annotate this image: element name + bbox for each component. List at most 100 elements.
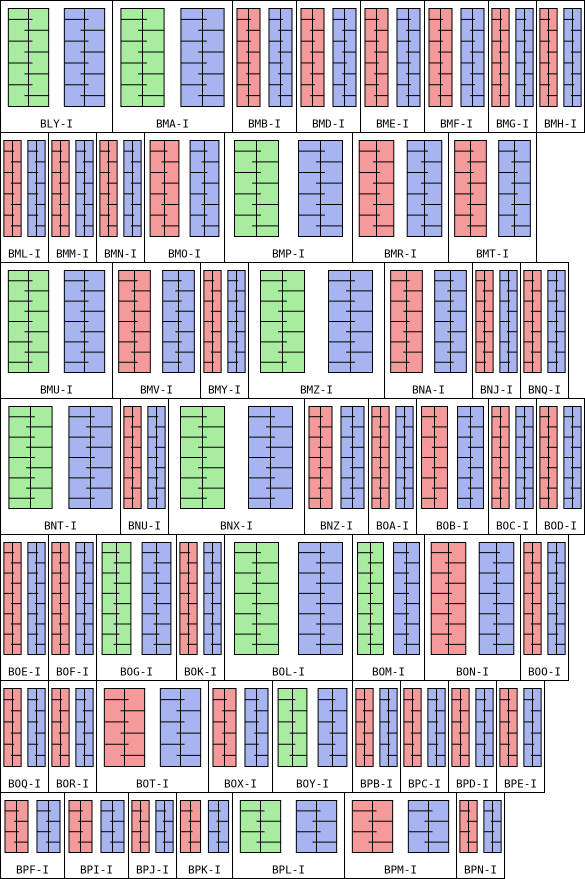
cell-label: BPJ-I [136,864,169,877]
structure-shape [27,140,46,237]
structure-shape [390,270,423,373]
structure-shape [36,800,61,853]
cell-label: BNU-I [128,520,161,533]
structure-shape [212,688,237,767]
cell-label: BNJ-I [480,384,513,397]
cell-label: BPB-I [360,778,393,791]
cell-label: BMZ-I [300,384,333,397]
structure-shape [332,8,357,107]
structure-shape [180,406,225,509]
cell-label: BMB-I [248,118,281,131]
structure-shape [68,406,113,509]
structure-shape [234,542,279,655]
structure-shape [75,542,94,655]
structure-shape [358,140,395,237]
structure-shape [234,140,279,237]
structure-shape [248,406,293,509]
structure-shape [406,140,443,237]
structure-shape [300,8,325,107]
structure-shape [459,800,478,853]
structure-shape [100,800,125,853]
structure-shape [155,800,174,853]
cell-label: BPN-I [464,864,497,877]
structure-shape [483,800,502,853]
structure-shape [491,8,510,107]
cell-label: BMD-I [312,118,345,131]
cell-label: BPC-I [408,778,441,791]
cell-label: BMH-I [544,118,577,131]
structure-shape [63,8,106,107]
structure-shape [430,542,467,655]
cell-label: BNX-I [220,520,253,533]
structure-shape [563,8,582,107]
structure-shape [407,800,450,853]
structure-shape [427,688,446,767]
cell-label: BMV-I [140,384,173,397]
structure-shape [244,688,269,767]
structure-shape [3,140,22,237]
cell-label: BOM-I [372,666,405,679]
structure-shape [260,270,305,373]
structure-shape [340,406,365,509]
cell-label: BPD-I [456,778,489,791]
cell-label: BPF-I [16,864,49,877]
structure-shape [460,8,485,107]
structure-shape [396,8,421,107]
cell-label: BNA-I [412,384,445,397]
structure-shape [51,542,70,655]
structure-shape [499,688,518,767]
cell-label: BOD-I [544,520,577,533]
cell-label: BMY-I [208,384,241,397]
structure-shape [298,542,343,655]
cell-label: BPE-I [504,778,537,791]
structure-shape [499,270,518,373]
structure-shape [475,270,494,373]
structure-shape [27,688,46,767]
structure-shape [63,270,106,373]
cell-label: BMO-I [168,248,201,261]
structure-shape [515,8,534,107]
cell-label: BMN-I [104,248,137,261]
structure-shape [328,270,373,373]
structure-shape [203,542,222,655]
structure-shape [395,406,414,509]
cell-label: BMA-I [156,118,189,131]
structure-shape [478,542,515,655]
cell-label: BOQ-I [8,778,41,791]
cell-label: BOB-I [436,520,469,533]
structure-shape [8,406,53,509]
structure-shape [147,406,166,509]
structure-shape [491,406,510,509]
cell-label: BME-I [376,118,409,131]
cell-label: BOO-I [528,666,561,679]
cell-label: BOR-I [56,778,89,791]
structure-shape [118,270,151,373]
structure-shape [159,688,202,767]
structure-shape [51,688,70,767]
structure-shape [149,140,180,237]
structure-shape [523,542,542,655]
structure-shape [475,688,494,767]
structure-shape [498,140,531,237]
structure-shape [123,140,142,237]
structure-shape [515,406,534,509]
structure-shape [539,406,558,509]
structure-shape [131,800,150,853]
structure-shape [298,140,343,237]
cell-label: BOX-I [224,778,257,791]
cell-label: BNQ-I [528,384,561,397]
structure-shape [162,270,195,373]
structure-shape [308,406,333,509]
structure-shape [141,542,172,655]
cell-label: BMF-I [440,118,473,131]
structure-shape [99,140,118,237]
structure-shape [371,406,390,509]
cell-label: BMT-I [476,248,509,261]
structure-shape [563,406,582,509]
cell-label: BMR-I [384,248,417,261]
structure-shape [403,688,422,767]
structure-shape [7,270,50,373]
structure-shape [454,140,487,237]
structure-shape [179,542,198,655]
